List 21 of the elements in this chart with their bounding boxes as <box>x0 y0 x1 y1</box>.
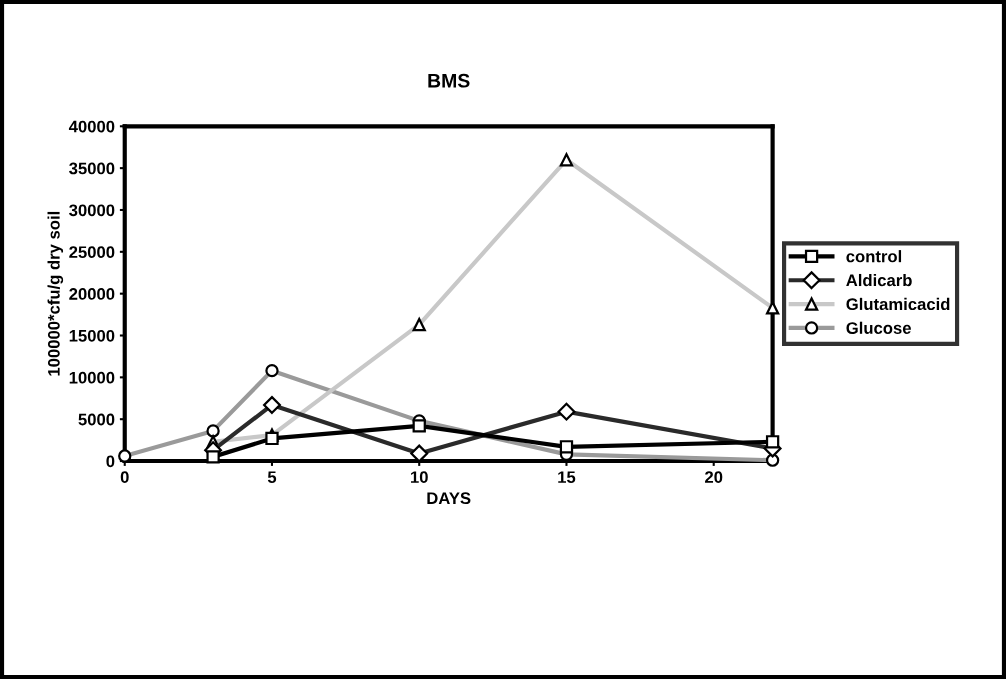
y-tick-label: 0 <box>106 455 115 468</box>
legend-label: Aldicarb <box>846 273 912 287</box>
x-tick-label: 10 <box>411 471 428 484</box>
chart-title: BMS <box>428 73 470 88</box>
x-tick-label: 15 <box>558 471 576 484</box>
y-tick-label: 25000 <box>69 246 115 259</box>
y-tick-label: 30000 <box>69 204 115 217</box>
legend-label: Glucose <box>846 321 911 334</box>
y-tick-label: 15000 <box>69 329 115 342</box>
legend-label: control <box>846 250 902 263</box>
y-tick-label: 35000 <box>69 162 115 175</box>
x-tick-label: 0 <box>120 471 129 484</box>
y-axis-title: 100000*cfu/g dry soil <box>47 211 64 376</box>
y-tick-label: 10000 <box>69 371 115 384</box>
y-tick-label: 40000 <box>68 120 115 133</box>
legend-label: Glutamicacid <box>846 297 950 311</box>
y-tick-label: 20000 <box>69 288 115 300</box>
y-tick-label: 5000 <box>78 413 115 426</box>
x-tick-label: 20 <box>705 471 723 484</box>
x-axis-title: DAYS <box>427 492 471 505</box>
x-tick-label: 5 <box>267 471 277 484</box>
